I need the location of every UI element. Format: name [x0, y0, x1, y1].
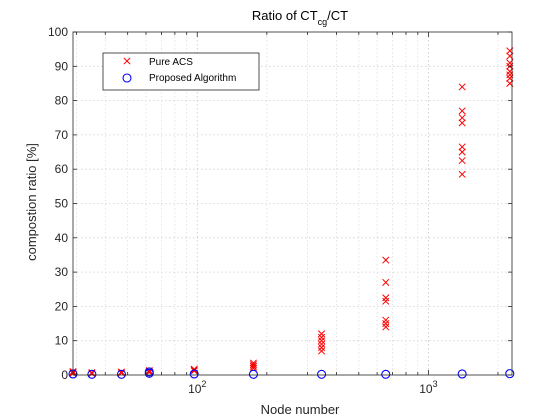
data-point-proposed-algorithm	[248, 369, 258, 379]
data-point-pure-acs	[318, 330, 326, 338]
data-point-proposed-algorithm	[317, 369, 327, 379]
y-tick-label: 30	[55, 265, 69, 279]
data-point-pure-acs	[318, 340, 326, 348]
data-point-proposed-algorithm	[381, 369, 391, 379]
data-point-pure-acs	[249, 361, 257, 369]
x-axis-label: Node number	[261, 402, 340, 417]
y-tick-label: 60	[55, 162, 69, 176]
data-point-pure-acs	[382, 278, 390, 286]
data-point-pure-acs	[458, 119, 466, 127]
data-point-proposed-algorithm	[505, 369, 515, 379]
series-proposed-algorithm	[68, 367, 515, 379]
data-point-pure-acs	[318, 333, 326, 341]
y-tick-label: 50	[55, 197, 69, 211]
legend: Pure ACS Proposed Algorithm	[102, 52, 260, 91]
data-point-pure-acs	[458, 148, 466, 156]
y-tick-label: 0	[61, 368, 68, 382]
data-point-proposed-algorithm	[189, 369, 199, 379]
data-point-pure-acs	[249, 364, 257, 372]
data-point-pure-acs	[382, 256, 390, 264]
data-point-proposed-algorithm	[457, 369, 467, 379]
data-point-pure-acs	[458, 114, 466, 122]
data-point-pure-acs	[382, 294, 390, 302]
y-tick-label: 100	[48, 25, 68, 39]
x-tick-label: 102	[188, 379, 206, 396]
data-point-proposed-algorithm	[116, 369, 127, 379]
legend-circle-icon	[122, 73, 132, 83]
data-point-pure-acs	[458, 143, 466, 151]
legend-cross-icon	[123, 57, 131, 65]
data-point-pure-acs	[458, 170, 466, 178]
data-point-pure-acs	[249, 362, 257, 370]
data-point-pure-acs	[190, 367, 198, 375]
data-point-pure-acs	[382, 319, 390, 328]
data-point-pure-acs	[318, 347, 326, 355]
data-point-proposed-algorithm	[144, 367, 154, 377]
data-point-pure-acs	[318, 337, 326, 345]
data-point-pure-acs	[382, 323, 390, 331]
data-point-pure-acs	[88, 370, 96, 378]
data-point-pure-acs	[318, 344, 326, 352]
y-tick-label: 20	[55, 299, 69, 313]
chart-title: Ratio of CTcg/CT	[252, 8, 348, 27]
y-axis-label: compostion ratio [%]	[24, 143, 39, 261]
y-tick-label: 70	[55, 128, 69, 142]
legend-label-proposed-algorithm: Proposed Algorithm	[149, 73, 236, 84]
x-tick-label: 103	[419, 379, 437, 396]
data-point-pure-acs	[458, 83, 466, 91]
y-tick-label: 40	[55, 231, 69, 245]
data-point-pure-acs	[458, 107, 466, 115]
y-tick-label: 80	[55, 94, 69, 108]
legend-marker-pure-acs	[123, 57, 131, 65]
data-point-pure-acs	[249, 359, 257, 367]
y-tick-label: 90	[55, 59, 69, 73]
data-point-pure-acs	[117, 368, 126, 376]
legend-marker-proposed-algorithm	[122, 73, 132, 83]
y-tick-label: 10	[55, 334, 69, 348]
data-point-pure-acs	[190, 365, 198, 373]
legend-label-pure-acs: Pure ACS	[149, 57, 193, 68]
data-point-pure-acs	[382, 297, 390, 305]
data-point-pure-acs	[458, 157, 466, 165]
data-point-pure-acs	[382, 316, 390, 324]
axis-ticks: 0 10 20 30 40 50 60 70 80 90 100 102 103	[48, 25, 512, 396]
data-point-proposed-algorithm	[87, 369, 97, 379]
